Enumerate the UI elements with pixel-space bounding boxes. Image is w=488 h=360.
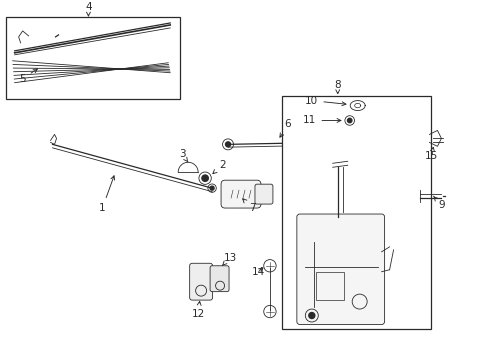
Circle shape [347, 118, 351, 123]
Circle shape [308, 312, 314, 319]
Text: 6: 6 [279, 120, 290, 137]
Text: 2: 2 [212, 160, 225, 174]
Bar [281, 96, 430, 329]
FancyBboxPatch shape [221, 180, 261, 208]
FancyBboxPatch shape [189, 263, 212, 300]
Circle shape [202, 175, 208, 181]
Text: 9: 9 [433, 196, 444, 210]
Circle shape [326, 140, 331, 145]
Bar [6, 17, 180, 99]
Circle shape [225, 142, 230, 147]
Text: 12: 12 [191, 301, 204, 319]
FancyBboxPatch shape [210, 266, 228, 292]
Text: 8: 8 [334, 80, 340, 94]
Text: 5: 5 [20, 69, 38, 84]
Text: 3: 3 [179, 149, 188, 162]
Text: 14: 14 [251, 267, 264, 277]
Text: 11: 11 [303, 116, 340, 126]
Text: 1: 1 [99, 176, 114, 213]
Text: 10: 10 [305, 96, 345, 106]
Text: 13: 13 [222, 253, 236, 266]
FancyBboxPatch shape [254, 184, 272, 204]
Text: 4: 4 [85, 2, 92, 16]
Text: 15: 15 [424, 147, 437, 161]
Text: 7: 7 [242, 199, 255, 213]
Bar [315, 272, 343, 300]
Circle shape [210, 186, 214, 190]
FancyBboxPatch shape [296, 214, 384, 324]
